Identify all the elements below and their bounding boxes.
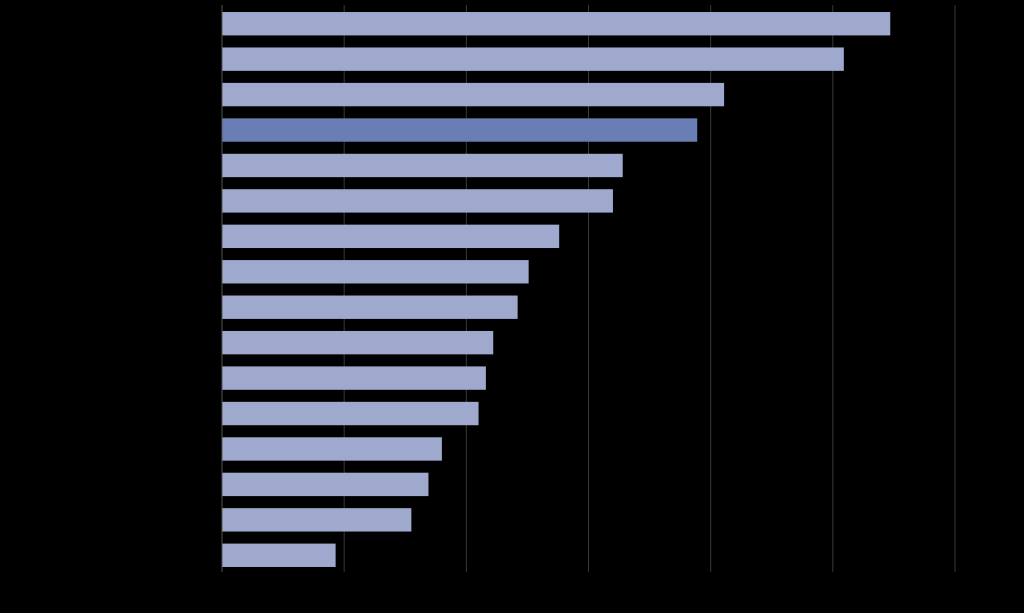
bar — [222, 472, 429, 497]
bar — [222, 189, 613, 213]
bar — [222, 224, 560, 249]
bar — [222, 508, 412, 532]
bar — [222, 437, 442, 461]
bar — [222, 366, 486, 390]
bar — [222, 260, 529, 284]
bar — [222, 543, 336, 567]
bar — [222, 295, 518, 319]
bar — [222, 330, 494, 355]
bar — [222, 401, 479, 426]
bar — [222, 47, 844, 71]
bar — [222, 82, 725, 107]
bar — [222, 12, 891, 36]
bar-highlighted — [222, 118, 698, 142]
bar-series — [222, 12, 891, 567]
bar — [222, 153, 623, 178]
